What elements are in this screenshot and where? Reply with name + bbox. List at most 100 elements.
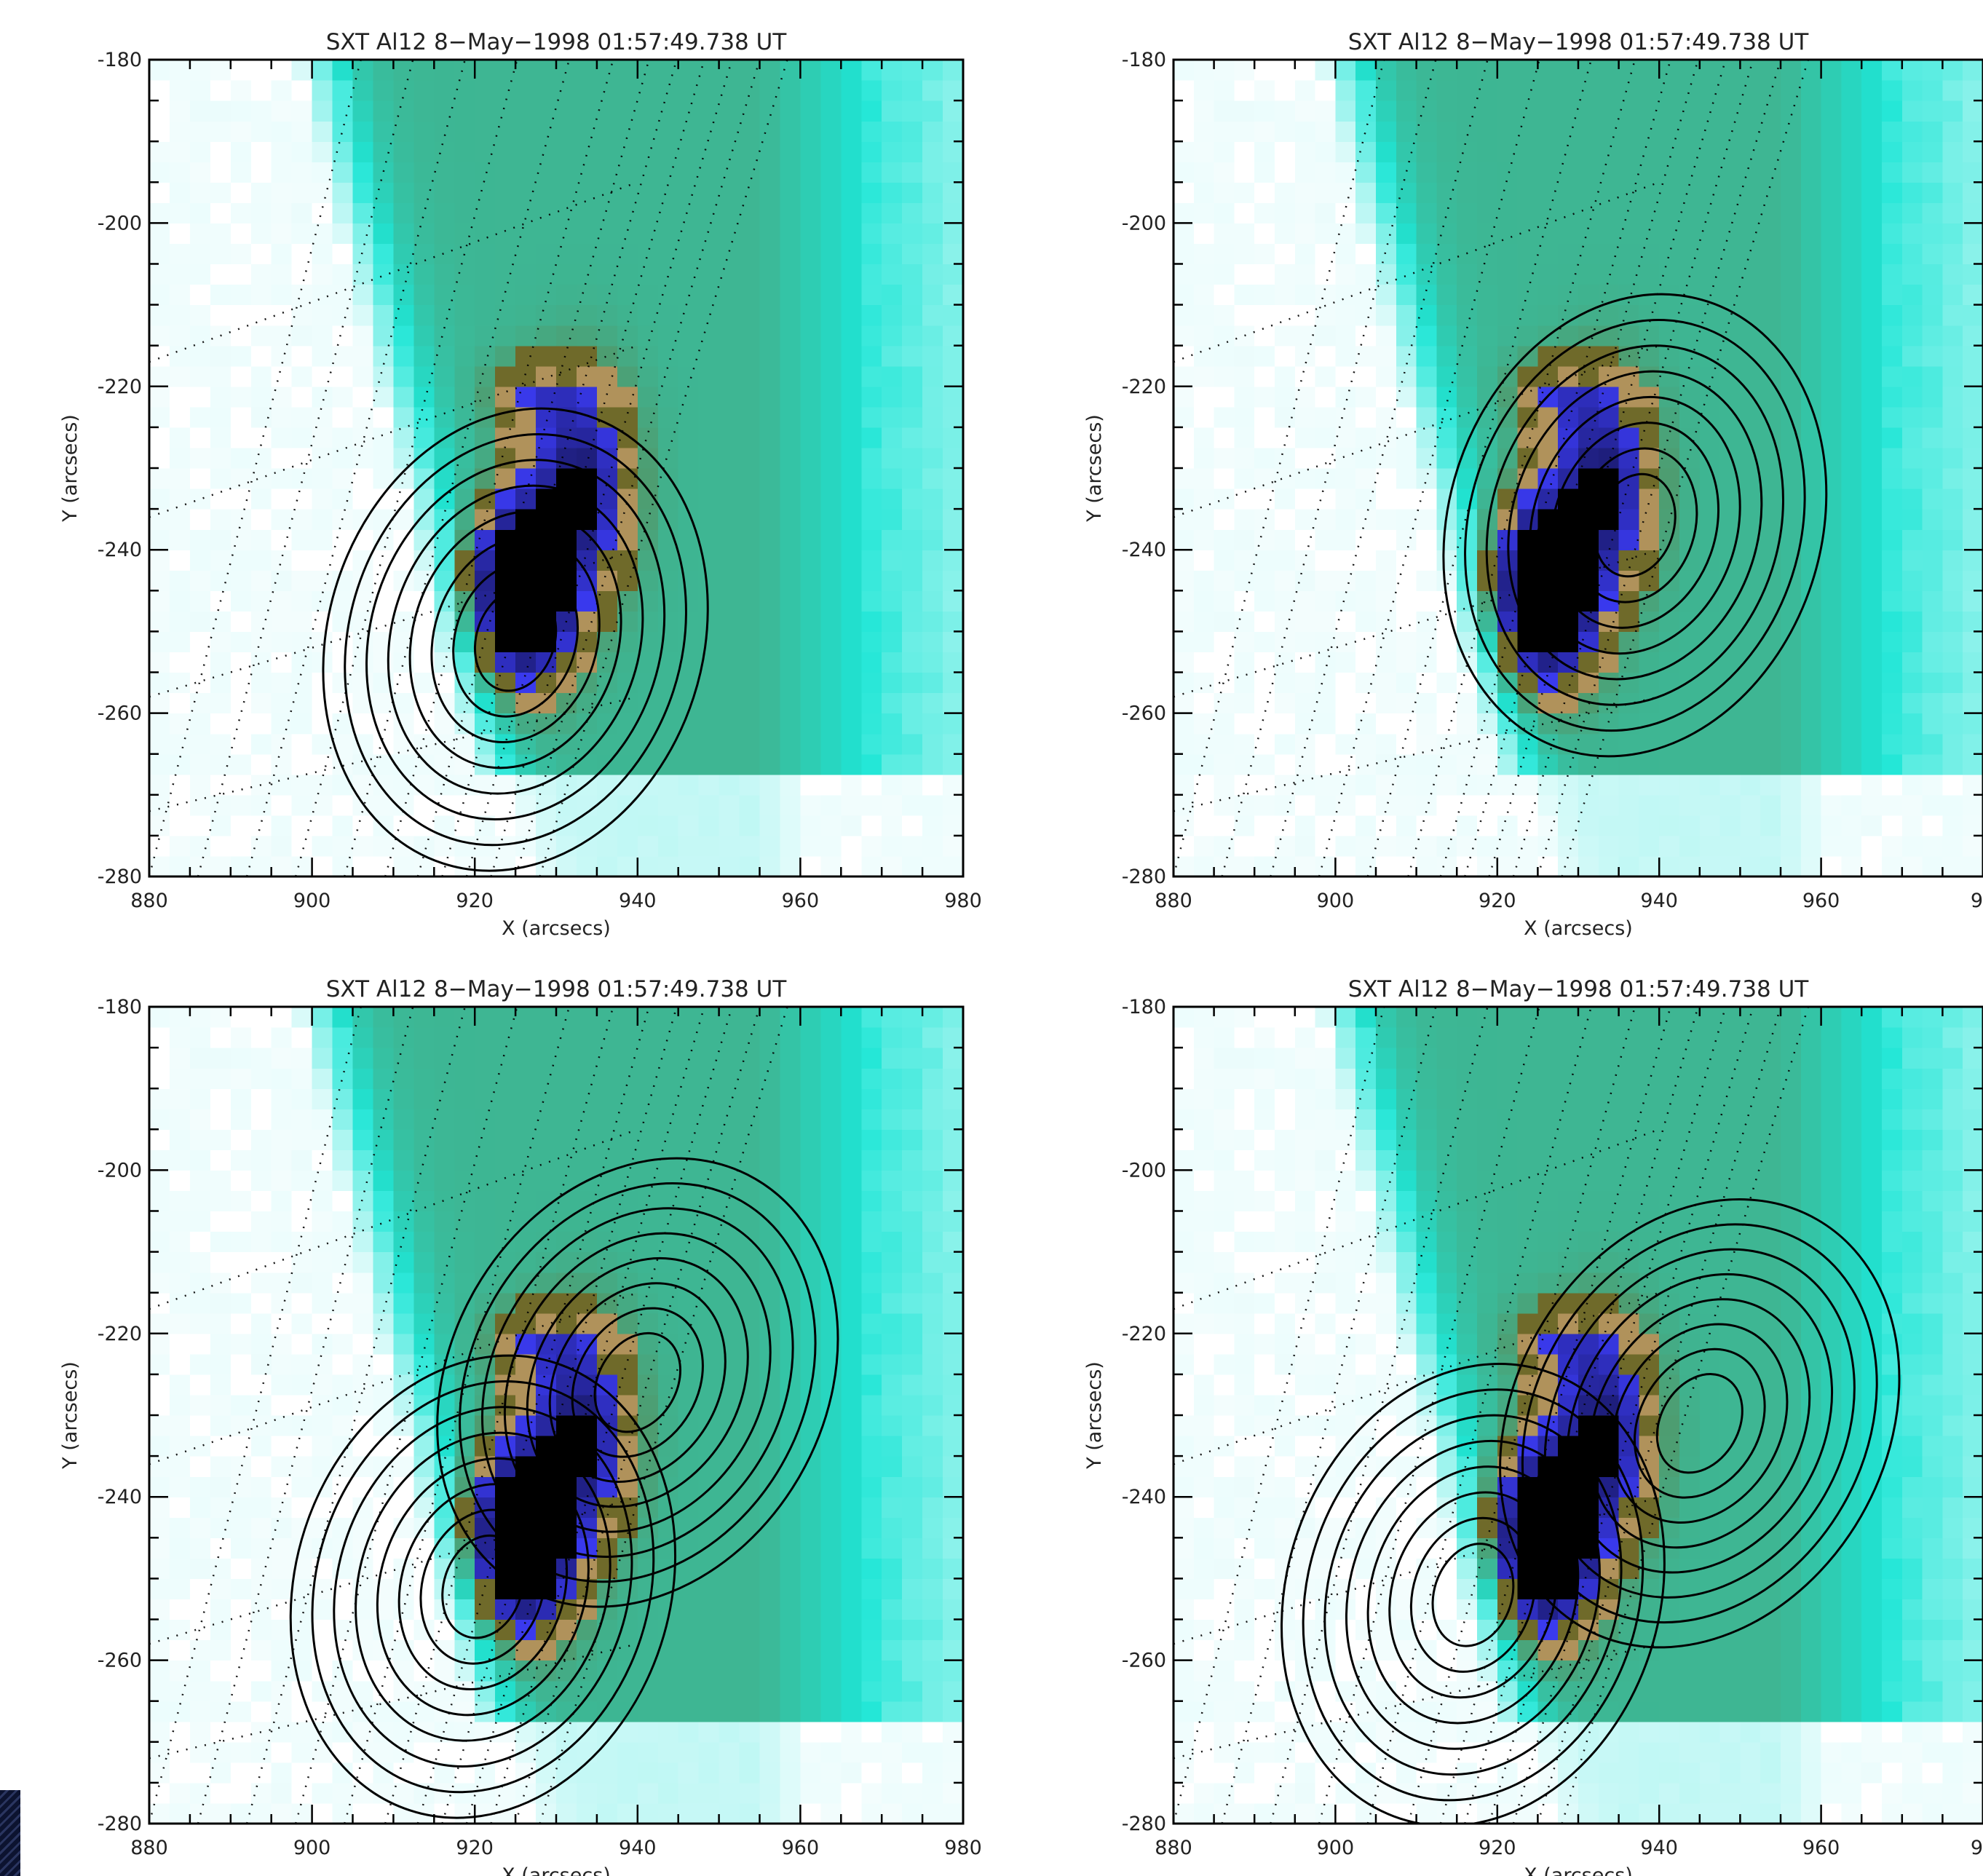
- contour-line: [1507, 370, 1763, 681]
- x-tick-label: 98: [1971, 1837, 1983, 1859]
- contour-line: [481, 1207, 794, 1558]
- grid-line: [149, 1291, 638, 1465]
- contour-line: [1611, 1323, 1789, 1524]
- grid-line: [1173, 344, 1660, 518]
- panel-title: SXT Al12 8−May−1998 01:57:49.738 UT: [1348, 976, 1810, 1002]
- contour-line: [473, 587, 558, 692]
- contour-line: [452, 561, 579, 718]
- x-tick-label: 880: [130, 1837, 168, 1859]
- x-axis-label: X (arcsecs): [1524, 1864, 1633, 1876]
- panel-title: SXT Al12 8−May−1998 01:57:49.738 UT: [1348, 29, 1810, 55]
- grid-line: [1173, 181, 1660, 363]
- contour-set: [289, 1157, 839, 1819]
- contour-line: [1633, 1347, 1766, 1499]
- contour-line: [548, 1282, 727, 1483]
- plot-area: [149, 1007, 963, 1824]
- contour-line: [1593, 472, 1677, 578]
- x-tick-label: 940: [619, 1837, 657, 1859]
- contour-set: [1280, 1198, 1901, 1824]
- panel-3: 880 900 920 940 960 980 -180 -200 -220 -240 -260 -2…: [59, 976, 982, 1876]
- y-tick-label: -260: [98, 702, 142, 725]
- grid-line: [514, 1007, 761, 1824]
- contour-line: [333, 1406, 633, 1768]
- x-tick-label: 960: [782, 1837, 820, 1859]
- y-tick-label: -200: [1122, 1159, 1166, 1182]
- contour-line: [1528, 395, 1741, 655]
- grid-line: [1173, 1128, 1660, 1310]
- contour-line: [1302, 1388, 1644, 1802]
- x-tick-label: 920: [1479, 890, 1516, 912]
- contour-line: [593, 1331, 682, 1433]
- x-tick-label: 920: [456, 1837, 494, 1859]
- panel-title: SXT Al12 8−May−1998 01:57:49.738 UT: [326, 29, 788, 55]
- x-axis-label: X (arcsecs): [502, 917, 611, 940]
- plot-area: [149, 60, 963, 876]
- y-tick-label: -240: [1122, 539, 1166, 561]
- contour-line: [419, 1508, 547, 1665]
- contour-line: [526, 1256, 749, 1508]
- contour-line: [1485, 344, 1784, 706]
- y-axis-label: Y (arcsecs): [1083, 1361, 1106, 1470]
- corner-mark: [0, 1790, 20, 1876]
- axes: [148, 1005, 965, 1825]
- x-tick-label: 880: [1155, 890, 1192, 912]
- heliographic-grid: [149, 1007, 788, 1824]
- x-tick-label: 980: [944, 890, 982, 912]
- y-axis-label: Y (arcsecs): [1083, 414, 1106, 523]
- contour-line: [289, 1354, 677, 1819]
- plot-area: [1173, 1007, 1983, 1824]
- grid-line: [1561, 1007, 1810, 1824]
- contour-line: [1550, 421, 1720, 629]
- x-tick-label: 900: [1317, 890, 1355, 912]
- heatmap-image: [149, 1007, 963, 1824]
- y-tick-label: -240: [98, 539, 142, 561]
- panel-title: SXT Al12 8−May−1998 01:57:49.738 UT: [326, 976, 788, 1002]
- x-tick-label: 880: [130, 890, 168, 912]
- contour-line: [1431, 1543, 1515, 1647]
- contour-line: [322, 407, 709, 872]
- contour-line: [397, 1483, 569, 1691]
- x-axis-label: X (arcsecs): [1524, 917, 1633, 940]
- axes: [1172, 58, 1983, 878]
- y-tick-label: -220: [1122, 1323, 1166, 1345]
- x-tick-label: 98: [1971, 890, 1983, 912]
- contour-set: [322, 407, 709, 872]
- y-tick-label: -220: [98, 1323, 142, 1345]
- x-tick-label: 960: [782, 890, 820, 912]
- y-tick-label: -240: [98, 1486, 142, 1508]
- x-tick-label: 900: [1317, 1837, 1355, 1859]
- grid-line: [1561, 60, 1810, 876]
- contour-line: [387, 484, 644, 795]
- contour-line: [1345, 1439, 1601, 1750]
- contour-line: [1566, 1273, 1834, 1574]
- axes: [1172, 1005, 1983, 1825]
- contour-line: [1572, 447, 1698, 603]
- grid-line: [1537, 60, 1782, 876]
- contour-set: [1442, 293, 1828, 758]
- contour-line: [1442, 293, 1828, 758]
- contour-line: [1366, 1465, 1580, 1725]
- x-tick-label: 920: [456, 890, 494, 912]
- contour-line: [430, 536, 601, 744]
- contour-line: [503, 1232, 772, 1533]
- contour-line: [1409, 1516, 1536, 1673]
- contour-line: [1543, 1248, 1856, 1599]
- y-tick-label: -260: [1122, 1650, 1166, 1672]
- x-tick-label: 940: [1640, 1837, 1678, 1859]
- contour-line: [376, 1457, 590, 1717]
- heliographic-grid: [1173, 1007, 1810, 1824]
- contour-line: [1464, 319, 1806, 732]
- x-tick-label: 960: [1802, 890, 1840, 912]
- grid-line: [1173, 1291, 1660, 1465]
- y-tick-label: -180: [98, 996, 142, 1018]
- y-tick-label: -200: [98, 212, 142, 234]
- y-tick-label: -260: [98, 1650, 142, 1672]
- panel-2: 880 900 920 940 960 98 -180 -200 -220 -240 -260 -28…: [1083, 29, 1983, 940]
- panel-4: 880 900 920 940 960 98 -180 -200 -220 -240 -260 -28…: [1083, 976, 1983, 1876]
- x-tick-label: 960: [1802, 1837, 1840, 1859]
- y-tick-label: -220: [98, 376, 142, 398]
- heliographic-grid: [1173, 60, 1810, 876]
- grid-line: [149, 344, 638, 518]
- y-tick-label: -280: [1122, 866, 1166, 888]
